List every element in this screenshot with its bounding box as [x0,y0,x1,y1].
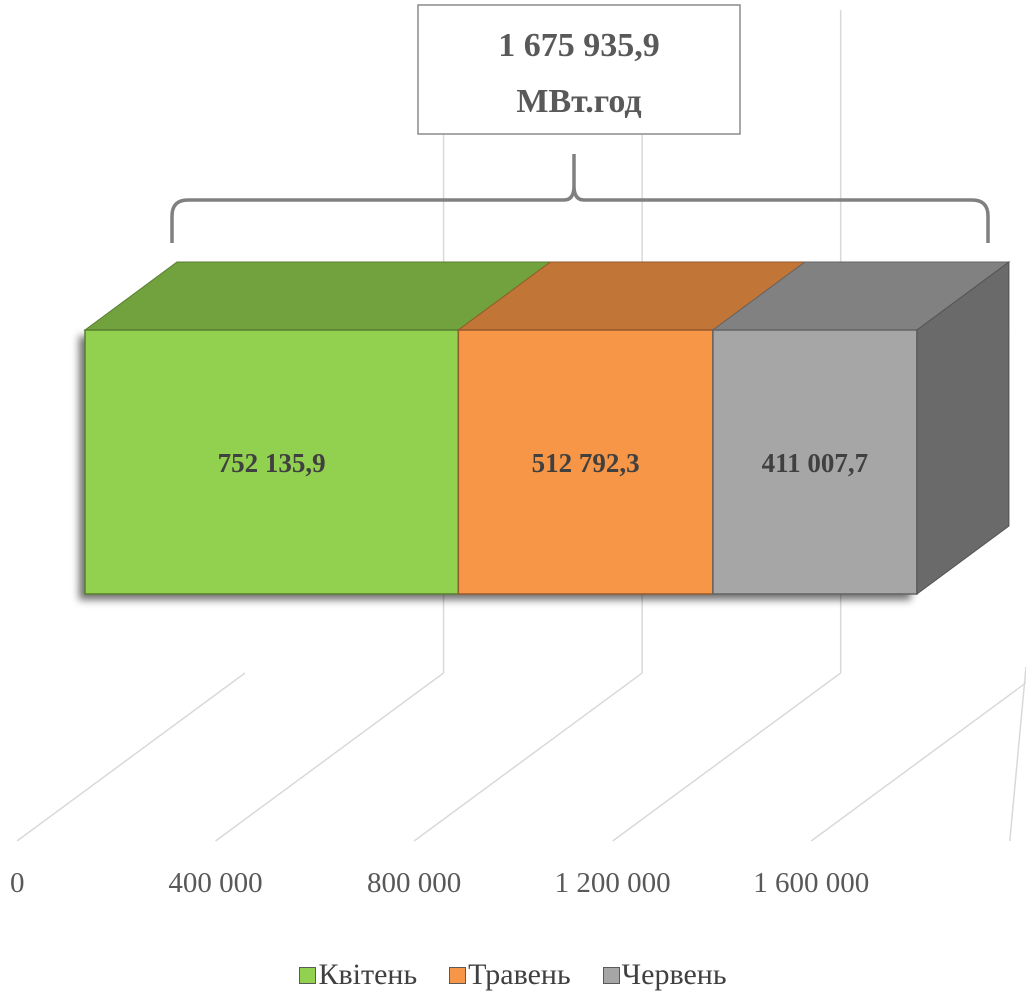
legend-item-1: Травень [431,958,571,992]
bars: 752 135,9 512 792,3 411 007,7 [83,261,1011,595]
bar-segment-0 [84,329,460,595]
bar-segment-2 [712,329,918,595]
total-annotation: 1 675 935,9 МВт.год [170,4,990,243]
data-label-2: 411 007,7 [762,448,869,478]
legend-label-1: Травень [468,958,571,991]
total-unit: МВт.год [516,83,641,120]
gridline-floor-4 [810,681,1026,842]
total-box [417,4,741,135]
legend: Квітень Травень Червень [0,958,1026,992]
bar-segment-1 [457,329,714,595]
legend-swatch-2 [602,966,620,984]
bar-side-2 [916,261,1010,595]
x-axis-ticks: 0 400 000 800 000 1 200 000 1 600 000 [10,867,869,899]
legend-swatch-0 [299,966,317,984]
legend-label-0: Квітень [318,958,418,991]
legend-item-2: Червень [585,958,727,992]
total-brace [170,154,990,243]
x-tick-label-3: 1 200 000 [555,867,671,899]
gridline-floor-1 [215,672,445,842]
legend-label-2: Червень [621,958,727,991]
x-tick-label-0: 0 [10,867,25,899]
gridline-floor-2 [413,672,643,842]
x-tick-label-1: 400 000 [168,867,262,899]
legend-item-0: Квітень [299,958,417,992]
legend-swatch-1 [449,966,467,984]
data-label-1: 512 792,3 [532,448,640,478]
x-tick-label-2: 800 000 [367,867,461,899]
x-tick-label-4: 1 600 000 [753,867,869,899]
total-value: 1 675 935,9 [498,27,660,64]
gridline-floor-3 [612,672,842,842]
data-label-0: 752 135,9 [218,448,326,478]
gridline-floor-0 [16,672,246,842]
gridline-floor-5 [1009,666,1026,842]
